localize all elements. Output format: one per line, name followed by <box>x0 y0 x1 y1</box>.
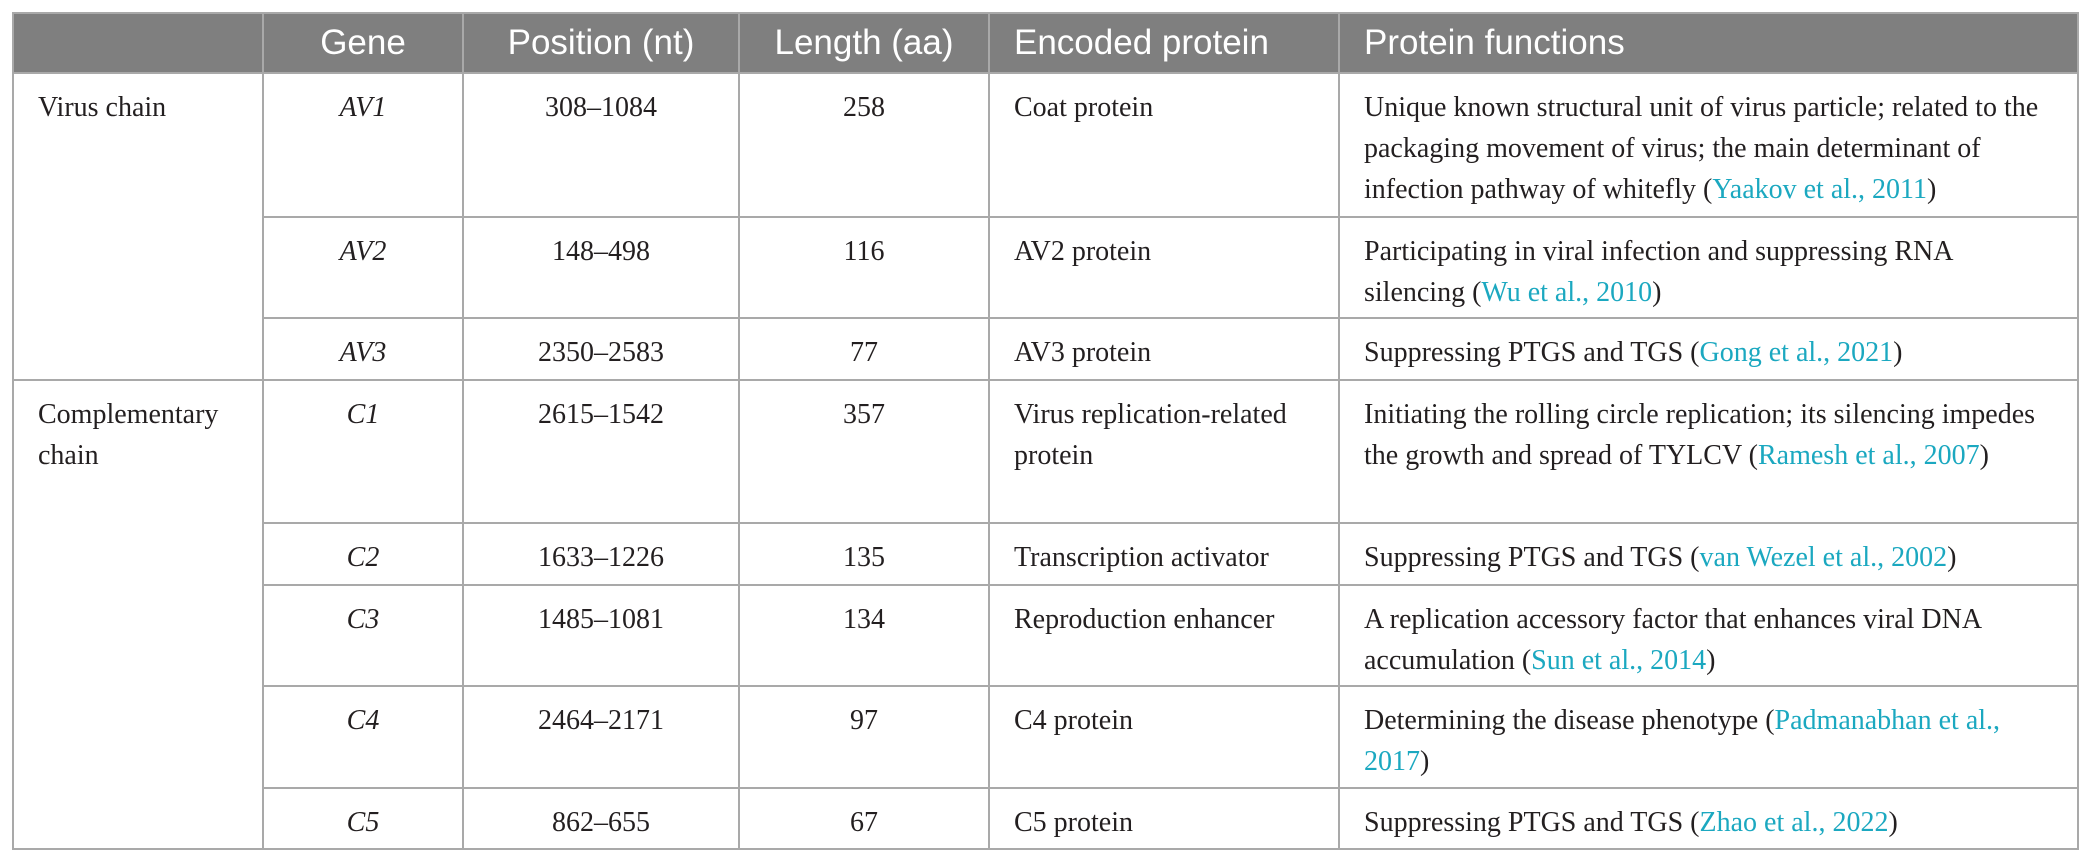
length-cell: 67 <box>738 786 990 851</box>
length-cell: 97 <box>738 685 990 789</box>
reference-link[interactable]: van Wezel et al., 2002 <box>1699 542 1948 574</box>
function-text: Suppressing PTGS and TGS ( <box>1364 806 1700 838</box>
reference-link[interactable]: Zhao et al., 2022 <box>1699 806 1889 838</box>
header-position: Position (nt) <box>462 12 740 74</box>
table-row: C3 1485–1081 134 Reproduction enhancer A… <box>13 583 2079 688</box>
header-group <box>12 12 264 74</box>
function-text: Participating in viral infection and sup… <box>1364 235 1952 308</box>
table-row: AV3 2350–2583 77 AV3 protein Suppressing… <box>13 317 2079 381</box>
length-cell: 134 <box>738 583 990 688</box>
header-protein-functions: Protein functions <box>1338 12 2079 74</box>
protein-cell: Virus replication-related protein <box>988 378 1340 525</box>
position-cell: 862–655 <box>462 786 740 851</box>
group-virus-chain: Virus chain <box>12 72 264 381</box>
function-text: Suppressing PTGS and TGS ( <box>1364 542 1700 574</box>
position-cell: 2464–2171 <box>462 685 740 789</box>
function-close: ) <box>1893 337 1903 369</box>
table-row: C2 1633–1226 135 Transcription activator… <box>13 522 2079 586</box>
protein-cell: AV3 protein <box>988 317 1340 381</box>
function-text: Suppressing PTGS and TGS ( <box>1364 337 1700 369</box>
function-close: ) <box>1652 276 1662 308</box>
function-cell: Unique known structural unit of virus pa… <box>1338 72 2079 218</box>
function-text: A replication accessory factor that enha… <box>1364 603 1981 676</box>
function-cell: A replication accessory factor that enha… <box>1338 583 2079 688</box>
function-text: Unique known structural unit of virus pa… <box>1364 92 2039 205</box>
header-row: Gene Position (nt) Length (aa) Encoded p… <box>12 12 2079 74</box>
gene-cell: C3 <box>262 583 464 688</box>
reference-link[interactable]: Gong et al., 2021 <box>1699 337 1894 369</box>
table-row: Virus chain AV1 308–1084 258 Coat protei… <box>12 72 2079 381</box>
gene-cell: C2 <box>262 522 464 586</box>
header-length: Length (aa) <box>738 12 990 74</box>
table-row: C4 2464–2171 97 C4 protein Determining t… <box>13 685 2079 789</box>
function-close: ) <box>1947 542 1957 574</box>
protein-cell: Reproduction enhancer <box>988 583 1340 688</box>
protein-cell: Transcription activator <box>988 522 1340 586</box>
function-close: ) <box>1888 806 1898 838</box>
group-complementary-chain: Complementary chain <box>12 378 264 851</box>
protein-cell: Coat protein <box>988 72 1340 218</box>
table-row: C5 862–655 67 C5 protein Suppressing PTG… <box>13 786 2079 851</box>
reference-link[interactable]: Yaakov et al., 2011 <box>1712 174 1927 205</box>
position-cell: 1633–1226 <box>462 522 740 586</box>
function-close: ) <box>1979 439 1989 471</box>
table-row: Complementary chain C1 2615–1542 357 Vir… <box>12 378 2079 851</box>
protein-cell: C4 protein <box>988 685 1340 789</box>
position-cell: 148–498 <box>462 215 740 320</box>
header-gene: Gene <box>262 12 464 74</box>
length-cell: 116 <box>738 215 990 320</box>
position-cell: 2615–1542 <box>462 378 740 525</box>
function-close: ) <box>1706 644 1716 676</box>
function-close: ) <box>1420 746 1430 778</box>
function-cell: Suppressing PTGS and TGS (van Wezel et a… <box>1338 522 2079 586</box>
header-encoded-protein: Encoded protein <box>988 12 1340 74</box>
function-cell: Determining the disease phenotype (Padma… <box>1338 685 2079 789</box>
gene-cell: AV3 <box>262 317 464 381</box>
function-close: ) <box>1927 174 1937 205</box>
reference-link[interactable]: Sun et al., 2014 <box>1531 644 1707 676</box>
length-cell: 77 <box>738 317 990 381</box>
gene-cell: C4 <box>262 685 464 789</box>
position-cell: 2350–2583 <box>462 317 740 381</box>
function-text: Determining the disease phenotype ( <box>1364 705 1775 737</box>
protein-cell: AV2 protein <box>988 215 1340 320</box>
length-cell: 135 <box>738 522 990 586</box>
table-row: AV2 148–498 116 AV2 protein Participatin… <box>13 215 2079 320</box>
length-cell: 258 <box>738 72 990 218</box>
gene-cell: C1 <box>262 378 464 525</box>
function-cell: Suppressing PTGS and TGS (Zhao et al., 2… <box>1338 786 2079 851</box>
function-text: Initiating the rolling circle replicatio… <box>1364 398 2036 471</box>
gene-cell: C5 <box>262 786 464 851</box>
function-cell: Participating in viral infection and sup… <box>1338 215 2079 320</box>
function-cell: Initiating the rolling circle replicatio… <box>1338 378 2079 525</box>
length-cell: 357 <box>738 378 990 525</box>
gene-cell: AV1 <box>262 72 464 218</box>
position-cell: 1485–1081 <box>462 583 740 688</box>
position-cell: 308–1084 <box>462 72 740 218</box>
gene-cell: AV2 <box>262 215 464 320</box>
reference-link[interactable]: Padmanabhan et al., 2017 <box>1364 705 2001 778</box>
protein-cell: C5 protein <box>988 786 1340 851</box>
function-cell: Suppressing PTGS and TGS (Gong et al., 2… <box>1338 317 2079 381</box>
gene-table: Gene Position (nt) Length (aa) Encoded p… <box>12 12 2079 851</box>
reference-link[interactable]: Ramesh et al., 2007 <box>1758 439 1980 471</box>
reference-link[interactable]: Wu et al., 2010 <box>1481 276 1653 308</box>
